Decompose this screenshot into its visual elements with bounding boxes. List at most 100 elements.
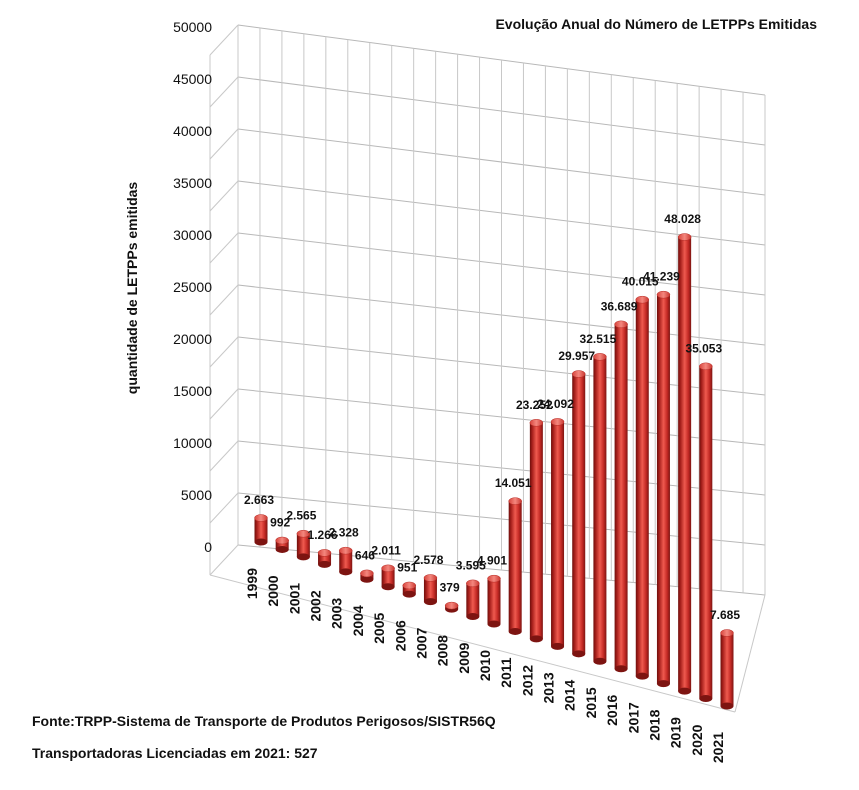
gridline-side — [209, 388, 239, 420]
bar — [317, 549, 332, 568]
data-label: 24.092 — [537, 397, 574, 411]
gridline-side — [209, 544, 239, 576]
gridline-side — [209, 284, 239, 316]
bar-body — [635, 299, 649, 677]
x-tick-label: 2021 — [710, 732, 726, 763]
bar-top — [296, 529, 311, 538]
footer-source: Fonte:TRPP-Sistema de Transporte de Prod… — [32, 713, 496, 729]
x-tick-label: 2003 — [329, 598, 345, 629]
data-label: 35.053 — [685, 341, 722, 355]
y-tick-label: 25000 — [173, 279, 212, 295]
x-tick-label: 2013 — [541, 672, 557, 703]
bar-body — [402, 585, 416, 595]
x-tick-label: 2011 — [498, 657, 514, 688]
bar-top — [677, 233, 692, 241]
bar-body — [529, 422, 543, 639]
bar-top — [360, 569, 374, 578]
bar — [338, 546, 353, 576]
data-label: 646 — [355, 548, 375, 562]
data-label: 41.239 — [643, 270, 680, 284]
data-label: 992 — [270, 516, 290, 530]
x-tick-label: 2010 — [477, 650, 493, 681]
bar-base — [699, 695, 713, 703]
bar-top — [402, 581, 417, 590]
bar-base — [551, 642, 565, 650]
bar-body — [551, 421, 565, 647]
bar — [444, 601, 459, 613]
bar-base — [402, 590, 416, 598]
x-tick-label: 2001 — [286, 583, 302, 614]
bar-top — [614, 320, 628, 329]
x-tick-label: 2009 — [456, 642, 472, 673]
bar-body — [339, 550, 353, 572]
bar — [381, 564, 395, 591]
x-tick-label: 2015 — [583, 687, 599, 718]
gridline-side — [209, 180, 239, 212]
bar-top — [381, 564, 395, 573]
data-label: 951 — [397, 560, 417, 574]
bar-top — [656, 290, 671, 299]
x-tick-label: 2019 — [668, 717, 684, 748]
bar-body — [296, 533, 310, 557]
y-tick-label: 30000 — [173, 227, 212, 243]
x-tick-label: 2005 — [371, 613, 387, 644]
bar-body — [678, 237, 692, 692]
bar-body — [381, 568, 395, 587]
x-tick-label: 2002 — [308, 590, 324, 621]
bar-base — [593, 657, 607, 665]
bar-body — [318, 552, 332, 565]
bar-base — [466, 613, 480, 621]
x-tick-label: 2014 — [562, 680, 578, 711]
bar-body — [593, 356, 607, 662]
gridline-side — [209, 336, 239, 368]
bar-top — [444, 601, 459, 610]
bar-top — [571, 370, 586, 378]
bar-body — [614, 324, 628, 669]
bar — [550, 418, 565, 650]
bar — [508, 497, 522, 635]
data-label: 2.011 — [371, 543, 401, 557]
gridline-side — [209, 492, 239, 524]
data-label: 14.051 — [495, 476, 532, 490]
bar-top — [254, 514, 268, 522]
data-label: 29.957 — [558, 349, 595, 363]
y-tick-label: 20000 — [173, 331, 212, 347]
gridline-side — [209, 76, 239, 108]
bar-base — [529, 635, 543, 643]
bar-top — [317, 549, 332, 557]
bar — [699, 362, 713, 703]
bar — [614, 320, 628, 673]
y-tick-label: 50000 — [173, 19, 212, 35]
data-label: 23.252 — [516, 398, 553, 412]
bar — [296, 529, 311, 561]
data-label: 1.266 — [308, 528, 338, 542]
data-label: 48.028 — [664, 212, 701, 226]
bar-top — [275, 536, 289, 545]
data-label: 40.015 — [622, 275, 659, 289]
bar — [593, 353, 607, 665]
bar-base — [381, 583, 395, 591]
bar-top — [338, 546, 353, 555]
bar-base — [487, 620, 501, 628]
footer-licensed-count: Transportadoras Licenciadas em 2021: 527 — [32, 745, 318, 761]
data-label: 4.901 — [477, 554, 507, 568]
bar-body — [699, 366, 713, 699]
bar-top — [423, 574, 438, 582]
bar-top — [550, 418, 565, 426]
bar-body — [423, 577, 437, 602]
bar-body — [487, 578, 501, 624]
bar-base — [635, 672, 649, 680]
gridline-side — [209, 232, 239, 264]
bar-body — [275, 540, 289, 550]
bar — [677, 233, 692, 695]
grid-lines — [209, 24, 766, 713]
x-tick-label: 2012 — [519, 665, 535, 696]
data-label: 7.685 — [710, 608, 740, 622]
bars — [254, 233, 734, 710]
bar — [720, 629, 734, 710]
bar-base — [275, 545, 289, 553]
bar-top — [487, 574, 501, 583]
bar — [656, 290, 671, 688]
